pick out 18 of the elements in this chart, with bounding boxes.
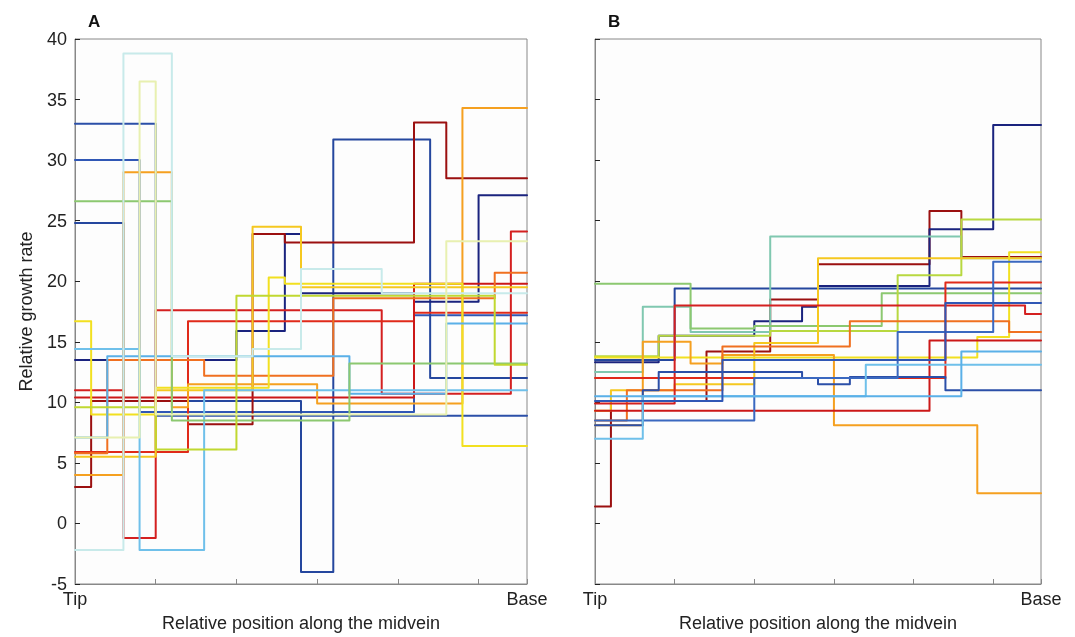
chart-title: B [608,12,621,31]
y-tick-label: 40 [46,29,67,49]
y-tick-label: 0 [56,513,67,534]
y-tick-label: 10 [46,392,67,413]
y-tick-label: 35 [46,89,67,110]
chart-title: A [88,12,101,31]
y-tick-label: 5 [56,452,67,473]
x-tick-label: Base [506,589,548,609]
y-tick-label: 15 [46,331,67,352]
y-tick-label: 20 [46,271,67,292]
y-axis-title: Relative growth rate [16,231,36,392]
x-tick-label: Tip [582,589,608,609]
x-tick-label: Base [1020,589,1062,609]
y-tick-label: 30 [46,150,67,171]
x-tick-label: Tip [62,589,88,609]
y-tick-label: 25 [46,210,67,231]
x-axis-title: Relative position along the midvein [678,613,958,633]
x-axis-title: Relative position along the midvein [161,613,441,633]
